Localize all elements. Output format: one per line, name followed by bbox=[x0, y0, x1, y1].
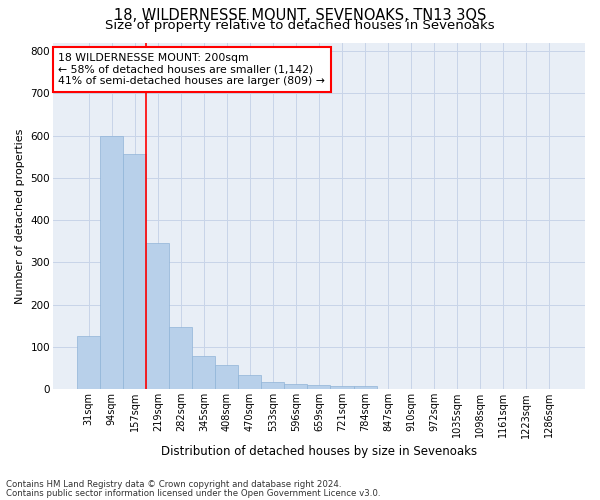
Text: Size of property relative to detached houses in Sevenoaks: Size of property relative to detached ho… bbox=[105, 19, 495, 32]
Bar bbox=[123, 154, 146, 390]
Bar bbox=[146, 242, 169, 390]
Bar bbox=[284, 384, 307, 390]
Bar bbox=[100, 136, 123, 390]
Bar bbox=[193, 356, 215, 390]
Text: Contains public sector information licensed under the Open Government Licence v3: Contains public sector information licen… bbox=[6, 488, 380, 498]
X-axis label: Distribution of detached houses by size in Sevenoaks: Distribution of detached houses by size … bbox=[161, 444, 477, 458]
Bar bbox=[353, 386, 377, 390]
Text: Contains HM Land Registry data © Crown copyright and database right 2024.: Contains HM Land Registry data © Crown c… bbox=[6, 480, 341, 489]
Y-axis label: Number of detached properties: Number of detached properties bbox=[15, 128, 25, 304]
Bar bbox=[307, 385, 331, 390]
Bar bbox=[215, 365, 238, 390]
Bar bbox=[331, 386, 353, 390]
Bar bbox=[238, 376, 262, 390]
Bar bbox=[262, 382, 284, 390]
Text: 18, WILDERNESSE MOUNT, SEVENOAKS, TN13 3QS: 18, WILDERNESSE MOUNT, SEVENOAKS, TN13 3… bbox=[114, 8, 486, 22]
Bar bbox=[77, 336, 100, 390]
Text: 18 WILDERNESSE MOUNT: 200sqm
← 58% of detached houses are smaller (1,142)
41% of: 18 WILDERNESSE MOUNT: 200sqm ← 58% of de… bbox=[58, 53, 325, 86]
Bar bbox=[169, 326, 193, 390]
